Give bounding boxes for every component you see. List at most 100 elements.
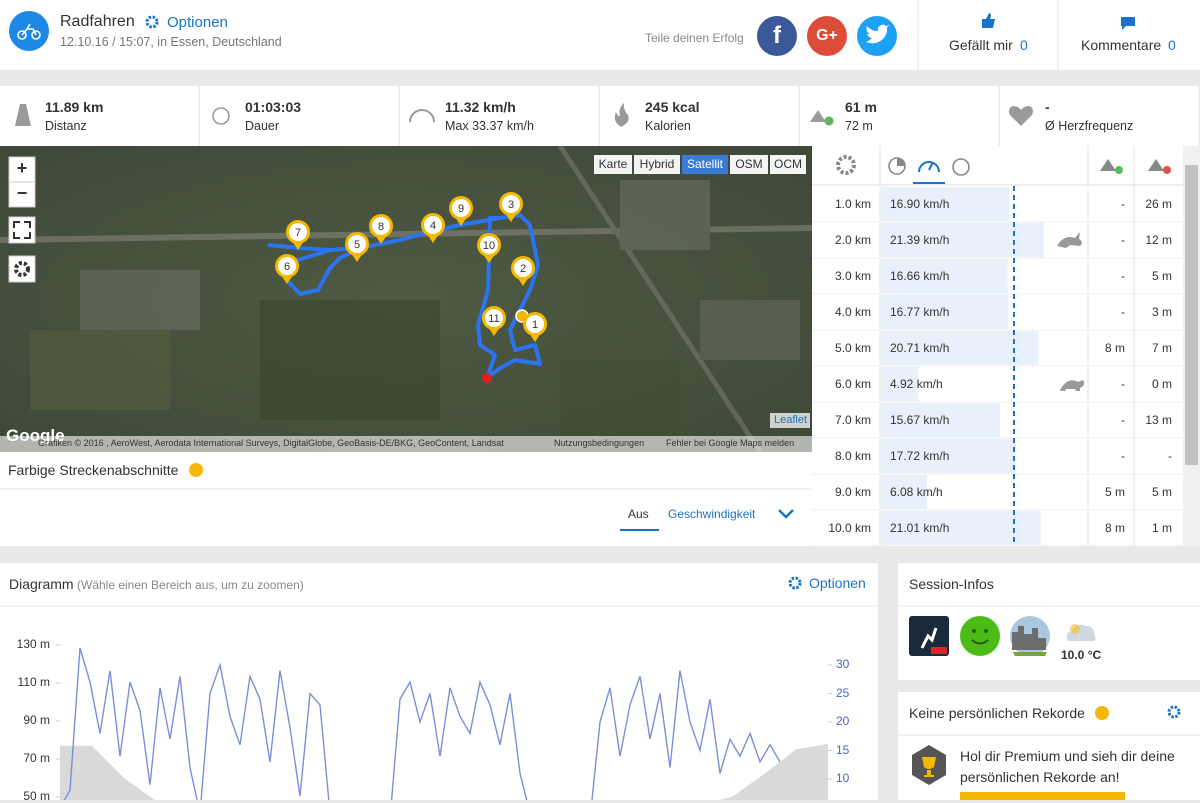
split-down: 5 m	[1151, 269, 1172, 283]
layer-label[interactable]: Karte	[598, 157, 628, 171]
records-bg	[898, 692, 1200, 800]
split-up: -	[1121, 233, 1125, 247]
attribution-bg	[0, 436, 812, 452]
temperature: 10.0 °C	[1061, 648, 1102, 662]
scrollbar-thumb[interactable]	[1185, 165, 1198, 465]
fastest-icon	[1057, 232, 1082, 248]
google-button[interactable]	[807, 16, 847, 56]
split-up: -	[1121, 305, 1125, 319]
y2-tick-label: 30	[836, 657, 850, 671]
map-leaflet[interactable]: Leaflet	[774, 414, 808, 426]
stat-label: Max 33.37 km/h	[445, 119, 534, 133]
bike-glyph	[17, 23, 41, 40]
split-down: 13 m	[1145, 413, 1172, 427]
map-google-logo: Google	[6, 426, 65, 445]
fullscreen-button[interactable]	[8, 216, 36, 244]
layer-button[interactable]	[594, 155, 632, 174]
split-km: 10.0 km	[828, 521, 871, 535]
marker-label: 1	[532, 319, 538, 331]
map-attribution: Grafiken © 2016 , AeroWest, Aerodata Int…	[38, 438, 504, 448]
settings-glyph	[14, 261, 30, 277]
trophy-glyph	[922, 757, 936, 777]
marker-inner	[480, 236, 498, 254]
facebook-button[interactable]	[757, 16, 797, 56]
segments-off[interactable]: Aus	[628, 507, 649, 521]
speed-bar	[881, 331, 1039, 365]
layer-label[interactable]: OCM	[774, 157, 802, 171]
layer-label[interactable]: OSM	[735, 157, 763, 171]
split-speed: 16.66 km/h	[890, 269, 950, 283]
layer-label[interactable]: Hybrid	[639, 157, 675, 171]
speed-line	[63, 647, 781, 800]
premium-button[interactable]	[960, 792, 1125, 800]
map-report[interactable]: Fehler bei Google Maps melden	[666, 438, 795, 448]
facebook-glyph[interactable]: f	[773, 22, 781, 49]
zoom-button[interactable]	[8, 156, 36, 183]
layer-button[interactable]	[770, 155, 806, 174]
leaflet-bg	[770, 413, 810, 428]
stat-label: Kalorien	[645, 119, 691, 133]
like-count: 0	[1020, 37, 1028, 53]
y-tick-label: 130 m	[16, 637, 50, 651]
split-speed: 15.67 km/h	[890, 413, 950, 427]
smiley-face	[971, 629, 989, 645]
segments-speed[interactable]: Geschwindigkeit	[668, 507, 756, 521]
marker-label: 9	[458, 203, 464, 215]
zoom-button[interactable]	[8, 181, 36, 208]
split-km: 6.0 km	[834, 377, 871, 391]
chevron[interactable]	[778, 509, 794, 519]
header-bg	[0, 0, 1200, 70]
comment-icon	[1121, 17, 1135, 30]
split-speed: 6.08 km/h	[890, 485, 943, 499]
split-up: 8 m	[1104, 341, 1125, 355]
map-texture	[0, 146, 812, 452]
twitter-glyph	[866, 24, 890, 44]
slowest-icon	[1060, 380, 1084, 391]
zoom-label[interactable]: −	[16, 183, 28, 203]
split-km: 9.0 km	[834, 485, 871, 499]
split-km: 1.0 km	[834, 197, 871, 211]
settings-button[interactable]	[8, 255, 36, 283]
y2-tick-label: 10	[836, 771, 850, 785]
comments-button[interactable]: Kommentare	[1081, 37, 1162, 53]
layer-button[interactable]	[730, 155, 768, 174]
split-km: 5.0 km	[834, 341, 871, 355]
premium-star	[1095, 706, 1109, 720]
split-km: 8.0 km	[834, 449, 871, 463]
split-down: 5 m	[1151, 485, 1172, 499]
segments-title: Farbige Streckenabschnitte	[8, 462, 179, 478]
marker-label: 7	[295, 227, 301, 239]
like-icon	[982, 13, 995, 28]
diagram-options[interactable]: Optionen	[809, 575, 866, 591]
like-button[interactable]: Gefällt mir	[949, 37, 1013, 53]
google-glyph[interactable]: G+	[816, 27, 838, 44]
marker-inner	[485, 309, 503, 327]
split-speed: 16.90 km/h	[890, 197, 950, 211]
marker-label: 3	[508, 199, 514, 211]
split-down: -	[1168, 449, 1172, 463]
stat-icons	[15, 103, 1033, 127]
stat-value: -	[1045, 99, 1050, 115]
split-up: -	[1121, 197, 1125, 211]
speed-bar	[881, 475, 928, 509]
fullscreen-glyph	[13, 221, 31, 239]
layer-label[interactable]: Satellit	[686, 157, 724, 171]
zoom-label[interactable]: +	[16, 158, 28, 178]
speed-bar	[881, 295, 1009, 329]
split-km: 3.0 km	[834, 269, 871, 283]
stat-value: 01:03:03	[245, 99, 302, 115]
options-link[interactable]: Optionen	[167, 14, 228, 31]
layer-button[interactable]	[682, 155, 728, 174]
marker-inner	[452, 199, 470, 217]
map-terms[interactable]: Nutzungsbedingungen	[554, 438, 645, 448]
stat-label: Distanz	[45, 119, 87, 133]
diagram-hint: (Wähle einen Bereich aus, um zu zoomen)	[77, 578, 304, 592]
gear-icon[interactable]	[1167, 705, 1181, 719]
pro-badge	[931, 647, 947, 654]
split-km: 2.0 km	[834, 233, 871, 247]
diagram-plot[interactable]	[56, 644, 832, 800]
y-tick-label: 90 m	[23, 713, 50, 727]
layer-button[interactable]	[634, 155, 680, 174]
marker-label: 5	[354, 239, 360, 251]
marker-inner	[526, 315, 544, 333]
